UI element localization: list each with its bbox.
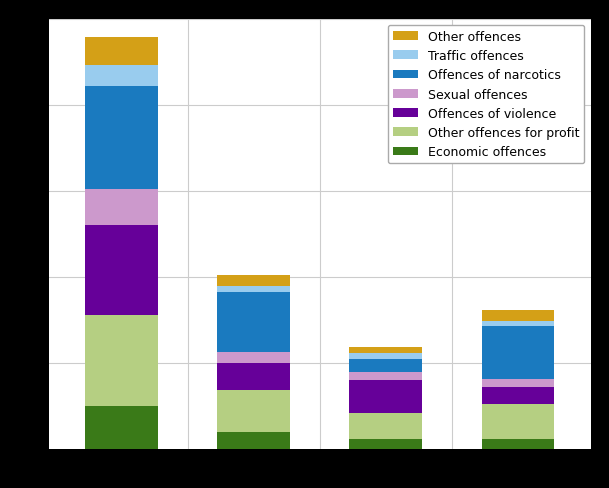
Bar (217, 390, 290, 432)
Bar (482, 387, 554, 404)
Bar (350, 359, 422, 372)
Bar (85, 225, 158, 316)
Bar (482, 439, 554, 449)
Bar (482, 311, 554, 321)
Bar (482, 404, 554, 439)
Bar (85, 86, 158, 189)
Bar (85, 189, 158, 225)
Bar (85, 316, 158, 406)
Bar (85, 39, 158, 66)
Bar (350, 347, 422, 354)
Bar (217, 286, 290, 293)
Bar (350, 380, 422, 413)
Bar (350, 439, 422, 449)
Bar (217, 353, 290, 363)
Bar (350, 413, 422, 439)
Bar (85, 66, 158, 86)
Bar (482, 379, 554, 387)
Bar (217, 275, 290, 286)
Bar (482, 321, 554, 326)
Bar (85, 406, 158, 449)
Bar (217, 432, 290, 449)
Bar (482, 326, 554, 379)
Bar (217, 363, 290, 390)
Bar (217, 293, 290, 353)
Legend: Other offences, Traffic offences, Offences of narcotics, Sexual offences, Offenc: Other offences, Traffic offences, Offenc… (388, 26, 585, 164)
Bar (350, 372, 422, 380)
Bar (350, 354, 422, 359)
